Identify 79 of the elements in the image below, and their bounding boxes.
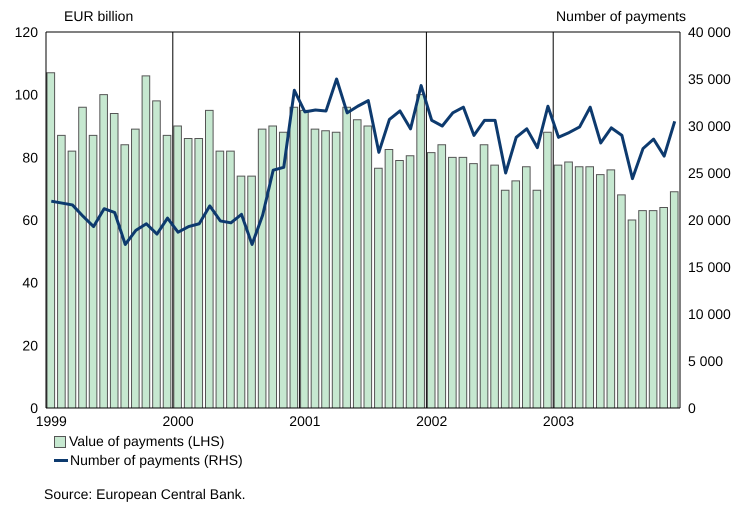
- source-note: Source: European Central Bank.: [44, 486, 247, 502]
- bar: [416, 94, 425, 408]
- bar: [57, 134, 66, 408]
- line-series: [50, 78, 676, 246]
- bar: [46, 72, 56, 408]
- y-tick-label: 40: [22, 274, 38, 291]
- bar: [554, 164, 562, 408]
- bar: [659, 206, 668, 408]
- bar: [88, 134, 98, 408]
- bar: [617, 194, 626, 408]
- bar: [364, 126, 372, 408]
- bar: [522, 166, 531, 408]
- bar: [268, 126, 278, 408]
- bar: [374, 168, 383, 408]
- bar: [194, 138, 204, 408]
- x-tick-label: 2001: [289, 412, 321, 429]
- bar: [606, 169, 616, 408]
- bar: [532, 190, 542, 408]
- bar: [543, 132, 552, 408]
- bar: [173, 126, 182, 408]
- bar: [216, 150, 224, 408]
- bar: [342, 106, 351, 408]
- y2-tick-label: 40 000: [688, 24, 732, 40]
- bar: [332, 132, 340, 408]
- legend-label: Number of payments (RHS): [70, 451, 243, 470]
- y-tick-label: 100: [14, 86, 38, 103]
- bar: [490, 164, 499, 408]
- bar: [184, 138, 192, 408]
- bar: [395, 160, 404, 408]
- y2-tick-label: 20 000: [688, 212, 732, 228]
- x-tick-label: 2002: [416, 412, 448, 429]
- bar: [511, 180, 520, 408]
- bar: [458, 156, 468, 408]
- y2-tick-label: 30 000: [688, 118, 732, 134]
- bar: [564, 162, 573, 408]
- y2-tick-label: 35 000: [688, 70, 732, 87]
- bar: [352, 119, 362, 408]
- y-axis-title: EUR billion: [64, 8, 134, 24]
- x-tick-label: 2000: [162, 412, 194, 429]
- bar: [131, 128, 140, 408]
- bar: [596, 174, 605, 408]
- bar: [406, 155, 414, 408]
- bar: [226, 150, 235, 408]
- x-tick-label: 2003: [542, 412, 574, 429]
- bar: [278, 132, 288, 408]
- bar: [670, 191, 679, 408]
- y2-tick-label: 15 000: [688, 258, 732, 275]
- y-tick-label: 80: [22, 149, 38, 166]
- bar: [384, 149, 394, 408]
- bar: [500, 190, 510, 408]
- bar: [247, 176, 256, 408]
- y-tick-label: 60: [22, 212, 38, 228]
- y-tick-label: 120: [14, 24, 38, 40]
- bar: [585, 166, 594, 408]
- bar: [426, 152, 436, 408]
- y2-tick-label: 0: [688, 400, 696, 416]
- bar: [236, 176, 246, 408]
- y-tick-label: 0: [30, 400, 38, 416]
- bar: [99, 94, 108, 408]
- bar: [300, 110, 309, 408]
- bar: [68, 150, 76, 408]
- bar: [648, 210, 658, 408]
- y2-tick-label: 5 000: [688, 352, 724, 369]
- y2-tick-label: 25 000: [688, 164, 732, 181]
- bar: [205, 110, 214, 408]
- bar: [437, 144, 446, 408]
- legend-label: Value of payments (LHS): [69, 432, 224, 451]
- y2-axis-title: Number of payments: [556, 8, 686, 24]
- bar: [142, 75, 150, 408]
- bar: [110, 112, 119, 408]
- bar: [120, 144, 130, 408]
- bar: [78, 106, 87, 408]
- y-tick-label: 20: [22, 337, 38, 354]
- y2-tick-label: 10 000: [688, 306, 732, 322]
- bar: [574, 166, 584, 408]
- bar: [258, 128, 266, 408]
- bar: [448, 156, 457, 408]
- x-tick-label: 1999: [36, 412, 68, 429]
- bar: [290, 106, 298, 408]
